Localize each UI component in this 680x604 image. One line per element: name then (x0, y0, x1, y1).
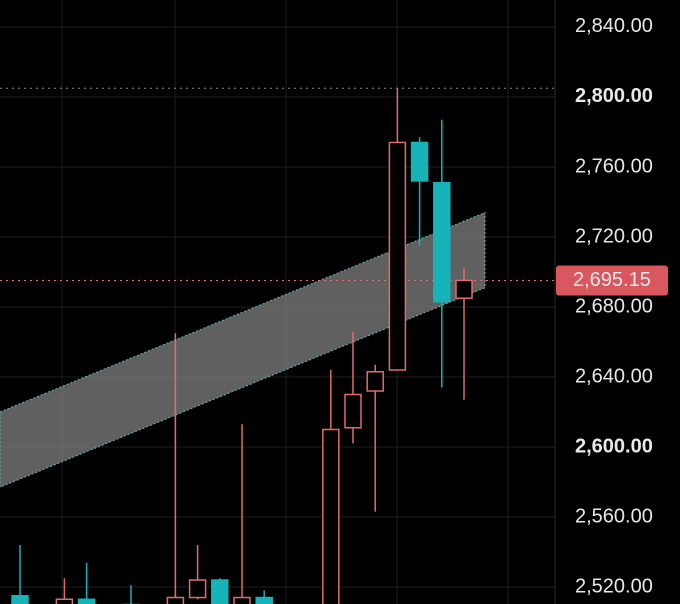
y-tick-label: 2,560.00 (575, 505, 653, 527)
channel-band (0, 211, 486, 488)
y-tick-label: 2,680.00 (575, 295, 653, 317)
candle-body (77, 598, 96, 604)
candle-body (410, 141, 429, 182)
plot-area (0, 87, 555, 604)
price-label-bg (556, 265, 668, 296)
y-tick-label: 2,720.00 (575, 225, 653, 247)
candle-body (344, 393, 362, 429)
price-label: 2,695.15 (573, 269, 651, 291)
candle-body (366, 370, 384, 392)
candle-body (233, 596, 251, 604)
y-tick-label: 2,520.00 (575, 575, 653, 597)
candle-body (11, 595, 29, 604)
y-tick-label: 2,760.00 (575, 155, 653, 177)
candle-body (255, 596, 273, 604)
candle-body (188, 579, 207, 599)
y-tick-label: 2,840.00 (575, 15, 653, 37)
candle-body (211, 579, 229, 604)
candle-body (455, 279, 473, 299)
candle-body (388, 141, 407, 371)
candle-body (433, 181, 451, 303)
candle-body (322, 428, 340, 604)
y-tick-label: 2,600.00 (575, 435, 653, 457)
y-tick-label: 2,800.00 (575, 85, 653, 107)
candle-body (55, 598, 74, 604)
y-tick-label: 2,640.00 (575, 365, 653, 387)
candle-body (166, 596, 185, 604)
